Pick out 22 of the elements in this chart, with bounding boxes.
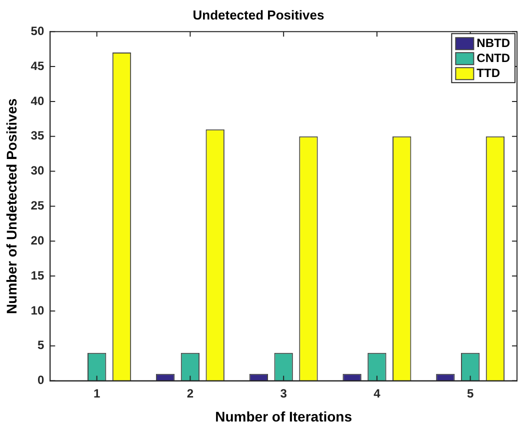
y-tick-label: 40 xyxy=(30,94,44,108)
x-tick-label: 1 xyxy=(93,386,100,400)
y-tick-label: 5 xyxy=(37,338,44,352)
x-axis-title: Number of Iterations xyxy=(215,408,352,424)
y-axis-title: Number of Undetected Positives xyxy=(3,98,20,314)
y-tick-label: 25 xyxy=(30,198,44,213)
y-tick-label: 35 xyxy=(30,128,44,143)
y-tick-label: 15 xyxy=(30,268,44,282)
y-tick-label: 45 xyxy=(30,58,44,73)
legend-label: NBTD xyxy=(476,36,510,50)
x-tick-label: 5 xyxy=(466,386,474,400)
y-tick-label: 50 xyxy=(30,24,44,38)
x-tick-label: 3 xyxy=(280,386,288,400)
legend-label: CNTD xyxy=(476,50,510,65)
legend-label: TTD xyxy=(476,66,500,80)
y-tick-label: 10 xyxy=(30,303,44,318)
chart-title: Undetected Positives xyxy=(192,7,324,22)
y-tick-label: 20 xyxy=(30,233,44,248)
x-tick-label: 2 xyxy=(186,386,194,400)
y-tick-label: 0 xyxy=(37,373,44,388)
x-tick-label: 4 xyxy=(374,386,381,400)
y-tick-label: 30 xyxy=(30,164,44,178)
